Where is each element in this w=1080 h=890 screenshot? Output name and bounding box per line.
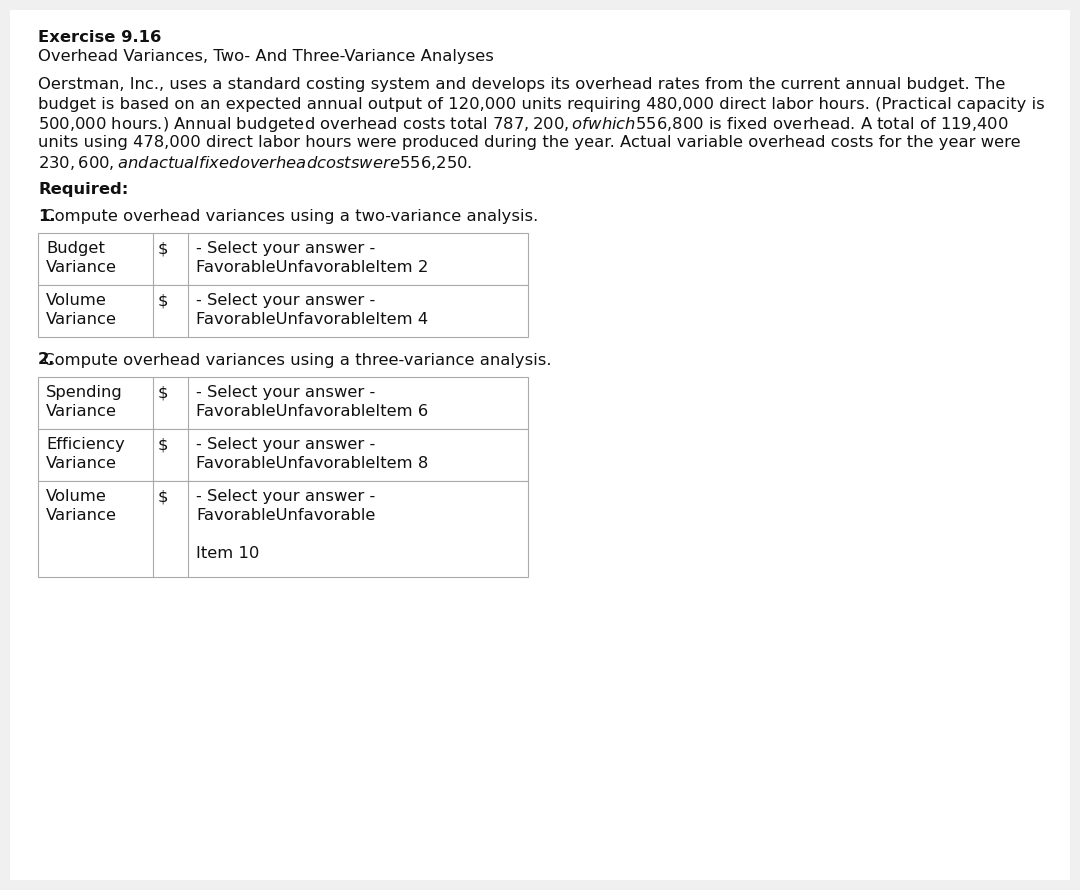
Text: Variance: Variance [46, 457, 117, 471]
Text: Required:: Required: [38, 182, 129, 197]
Text: $: $ [158, 437, 168, 452]
Text: Variance: Variance [46, 312, 117, 328]
Text: $: $ [158, 294, 168, 308]
Text: $: $ [158, 241, 168, 256]
Text: - Select your answer -: - Select your answer - [195, 294, 375, 308]
Text: FavorableUnfavorable: FavorableUnfavorable [195, 508, 376, 523]
Text: - Select your answer -: - Select your answer - [195, 437, 375, 452]
Text: Item 10: Item 10 [195, 546, 259, 562]
Text: Compute overhead variances using a three-variance analysis.: Compute overhead variances using a three… [38, 352, 552, 368]
Text: - Select your answer -: - Select your answer - [195, 490, 375, 505]
Text: FavorableUnfavorableItem 8: FavorableUnfavorableItem 8 [195, 457, 429, 471]
Bar [38, 481, 528, 578]
Text: FavorableUnfavorableItem 2: FavorableUnfavorableItem 2 [195, 260, 429, 275]
Bar [38, 377, 528, 429]
Text: $: $ [158, 490, 168, 505]
Text: 2.: 2. [38, 352, 55, 368]
Text: Exercise 9.16: Exercise 9.16 [38, 30, 161, 45]
Bar [38, 233, 528, 286]
Bar [38, 286, 528, 337]
Text: FavorableUnfavorableItem 6: FavorableUnfavorableItem 6 [195, 404, 429, 419]
Bar [38, 429, 528, 481]
Text: Efficiency: Efficiency [46, 437, 125, 452]
Text: Budget: Budget [46, 241, 105, 256]
Text: FavorableUnfavorableItem 4: FavorableUnfavorableItem 4 [195, 312, 428, 328]
Text: Variance: Variance [46, 508, 117, 523]
Text: Volume: Volume [46, 490, 107, 505]
Text: budget is based on an expected annual output of 120,000 units requiring 480,000 : budget is based on an expected annual ou… [38, 96, 1044, 111]
Text: $: $ [158, 385, 168, 400]
Text: 500,000 hours.) Annual budgeted overhead costs total $787,200, of which $556,800: 500,000 hours.) Annual budgeted overhead… [38, 116, 1009, 134]
Text: Variance: Variance [46, 404, 117, 419]
Text: Variance: Variance [46, 260, 117, 275]
Text: - Select your answer -: - Select your answer - [195, 385, 375, 400]
Text: 1.: 1. [38, 208, 55, 223]
Text: Spending: Spending [46, 385, 123, 400]
Text: Oerstman, Inc., uses a standard costing system and develops its overhead rates f: Oerstman, Inc., uses a standard costing … [38, 77, 1005, 93]
Text: Overhead Variances, Two- And Three-Variance Analyses: Overhead Variances, Two- And Three-Varia… [38, 49, 494, 64]
Text: Volume: Volume [46, 294, 107, 308]
Text: - Select your answer -: - Select your answer - [195, 241, 375, 256]
Text: units using 478,000 direct labor hours were produced during the year. Actual var: units using 478,000 direct labor hours w… [38, 134, 1021, 150]
Text: $230,600, and actual fixed overhead costs were $556,250.: $230,600, and actual fixed overhead cost… [38, 153, 472, 172]
Text: Compute overhead variances using a two-variance analysis.: Compute overhead variances using a two-v… [38, 208, 538, 223]
